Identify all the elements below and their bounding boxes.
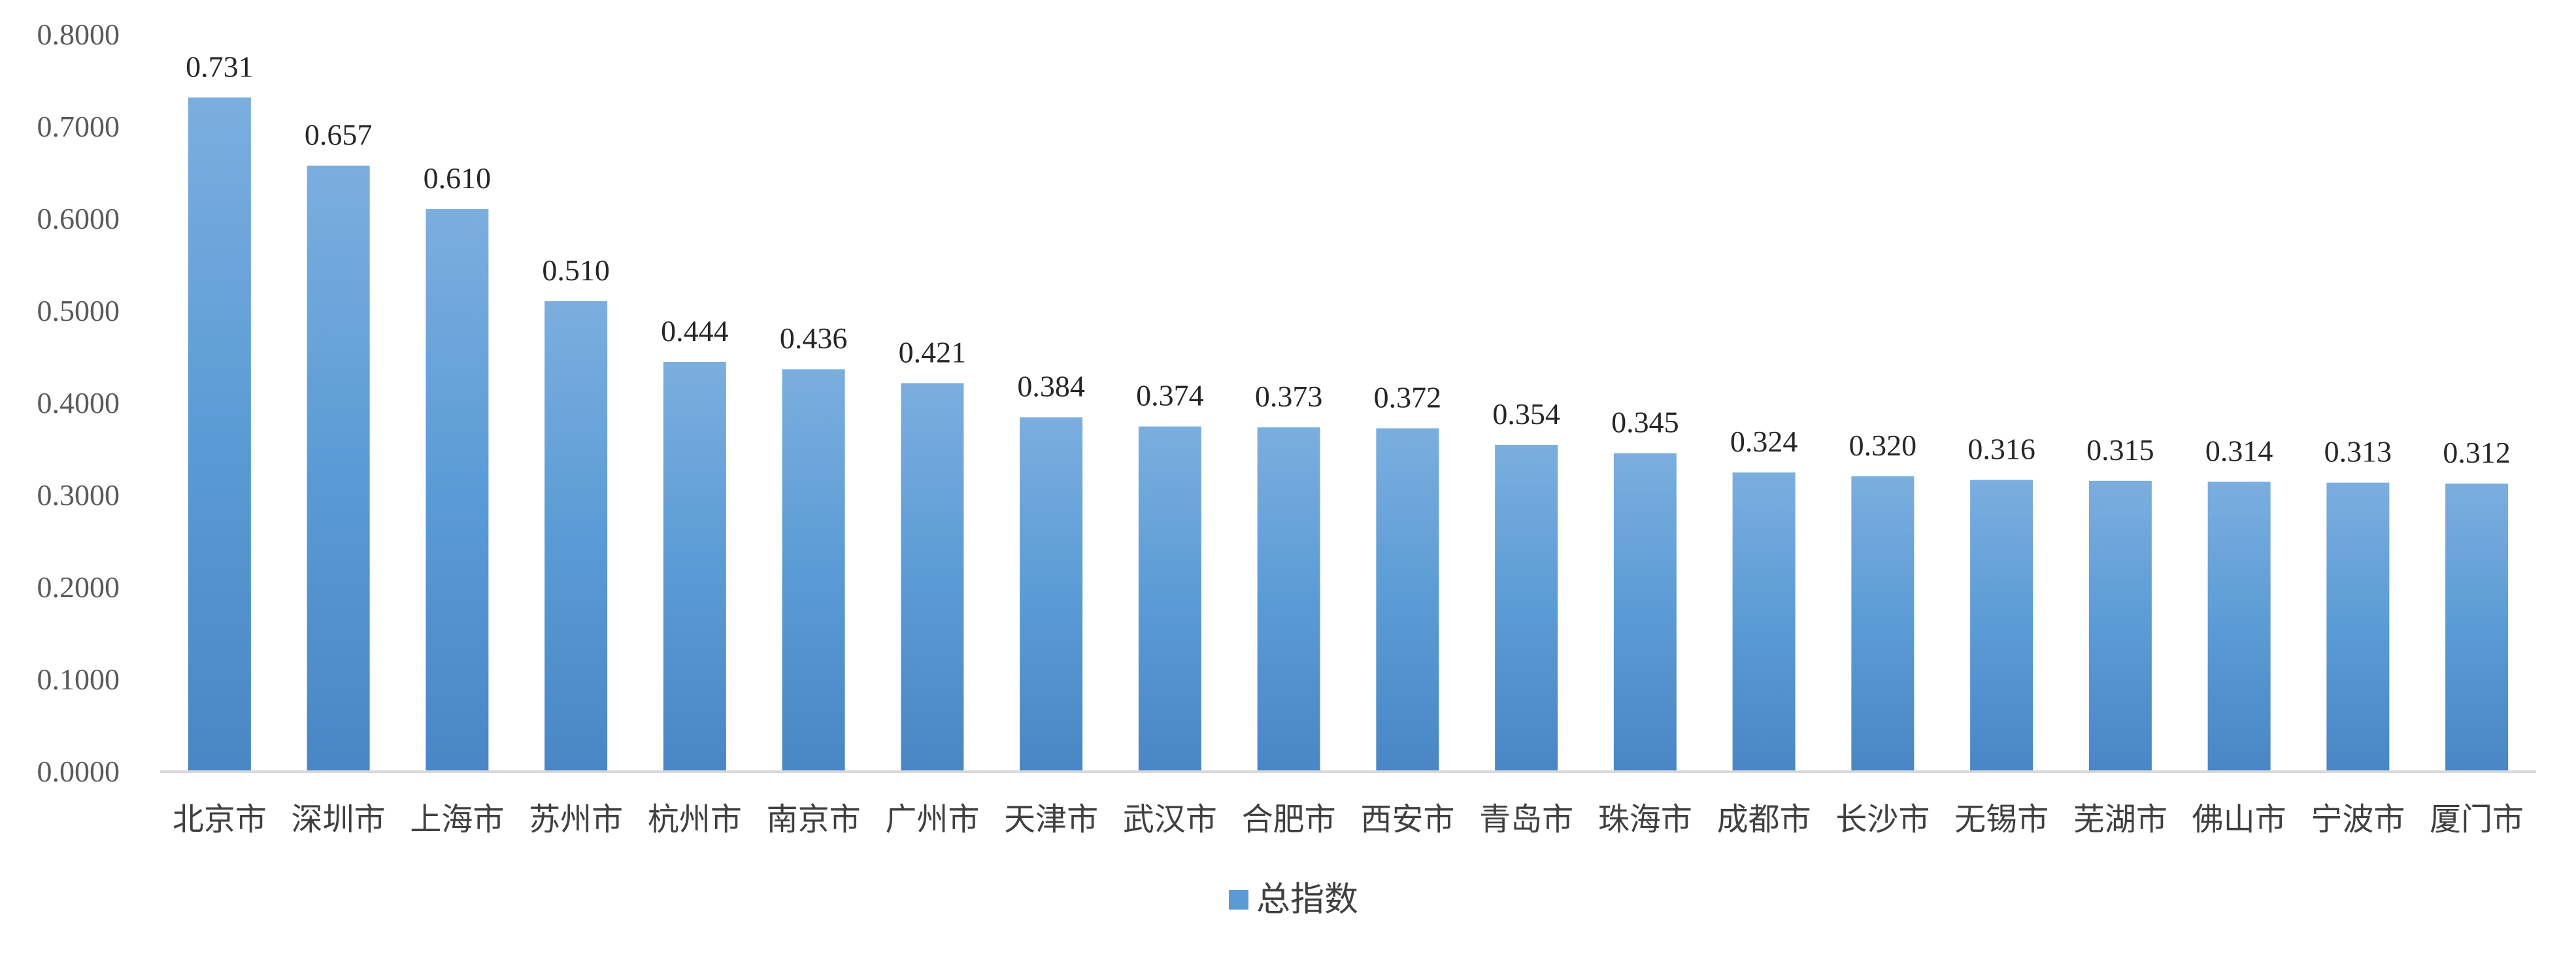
y-tick-label: 0.7000: [37, 110, 120, 143]
y-axis-ticks: 0.0000 0.1000 0.2000 0.3000 0.4000 0.5000 0.60…: [37, 18, 120, 788]
data-label: 0.354: [1492, 397, 1560, 431]
bar: [901, 383, 964, 771]
data-label: 0.444: [661, 314, 729, 348]
bar: [782, 369, 845, 771]
y-tick-label: 0.3000: [37, 478, 120, 512]
data-label: 0.314: [2205, 434, 2273, 467]
x-tick-label: 青岛市: [1479, 801, 1573, 838]
bar: [1732, 472, 1796, 771]
x-tick-label: 天津市: [1004, 801, 1098, 838]
x-tick-label: 珠海市: [1598, 801, 1692, 838]
data-label: 0.510: [542, 254, 610, 287]
bar: [1613, 453, 1677, 771]
data-label: 0.384: [1017, 370, 1085, 403]
bar: [1851, 476, 1915, 771]
bar: [1970, 480, 2033, 771]
data-label: 0.345: [1611, 406, 1679, 439]
x-tick-label: 北京市: [173, 801, 267, 838]
y-tick-label: 0.2000: [37, 570, 120, 604]
x-axis-ticks: 北京市 深圳市 上海市 苏州市 杭州市 南京市 广州市 天津市 武汉市 合肥市 西安市 青岛市 珠海市成…: [173, 801, 2524, 838]
x-tick-label: 苏州市: [529, 801, 623, 838]
data-label: 0.320: [1849, 429, 1917, 462]
bar: [1376, 428, 1439, 771]
bar: [426, 208, 489, 771]
legend-swatch: [1229, 890, 1248, 910]
x-tick-label: 上海市: [410, 801, 504, 838]
data-label: 0.421: [899, 335, 967, 369]
bar: [307, 165, 370, 771]
bar: [663, 361, 726, 771]
x-tick-label: 厦门市: [2430, 801, 2524, 838]
bar: [2088, 480, 2152, 771]
x-tick-label: 合肥市: [1242, 801, 1336, 838]
y-tick-label: 0.1000: [37, 663, 120, 696]
x-tick-label: 无锡市: [1954, 801, 2049, 838]
data-label: 0.373: [1255, 380, 1323, 413]
data-label: 0.315: [2086, 433, 2154, 467]
bar: [2207, 482, 2271, 771]
data-label: 0.312: [2443, 436, 2511, 469]
data-label: 0.313: [2324, 435, 2392, 469]
y-tick-label: 0.6000: [37, 202, 120, 235]
data-label: 0.731: [186, 50, 254, 83]
data-label: 0.436: [780, 321, 848, 355]
y-tick-label: 0.8000: [37, 18, 120, 51]
bars: [188, 97, 2509, 771]
data-labels: 0.731 0.657 0.610 0.510 0.444 0.436 0.421 0.384…: [186, 50, 2511, 469]
bar: [1020, 417, 1083, 771]
y-tick-label: 0.5000: [37, 294, 120, 327]
x-tick-label: 广州市: [885, 801, 979, 838]
data-label: 0.657: [305, 118, 373, 152]
x-tick-label: 南京市: [767, 801, 861, 838]
x-tick-label: 武汉市: [1123, 801, 1217, 838]
data-label: 0.610: [424, 161, 492, 195]
bar: [1495, 444, 1558, 771]
legend: 总指数: [1229, 880, 1358, 919]
bar: [2326, 482, 2390, 771]
data-label: 0.374: [1136, 379, 1204, 412]
bar: [188, 97, 251, 771]
y-tick-label: 0.4000: [37, 386, 120, 419]
bar: [2445, 484, 2509, 771]
x-tick-label: 宁波市: [2311, 801, 2405, 838]
legend-label: 总指数: [1256, 880, 1358, 919]
bar: [1138, 426, 1201, 771]
x-tick-label: 佛山市: [2192, 801, 2286, 838]
data-label: 0.372: [1374, 380, 1442, 414]
bar: [544, 301, 608, 771]
bar: [1257, 427, 1320, 771]
data-label: 0.316: [1967, 432, 2035, 465]
data-label: 0.324: [1730, 425, 1798, 458]
x-tick-label: 长沙市: [1835, 801, 1930, 838]
y-tick-label: 0.0000: [37, 755, 120, 788]
x-tick-label: 成都市: [1717, 801, 1811, 838]
x-tick-label: 杭州市: [648, 801, 742, 838]
x-tick-label: 芜湖市: [2073, 801, 2167, 838]
x-tick-label: 深圳市: [292, 801, 386, 838]
x-tick-label: 西安市: [1360, 801, 1454, 838]
